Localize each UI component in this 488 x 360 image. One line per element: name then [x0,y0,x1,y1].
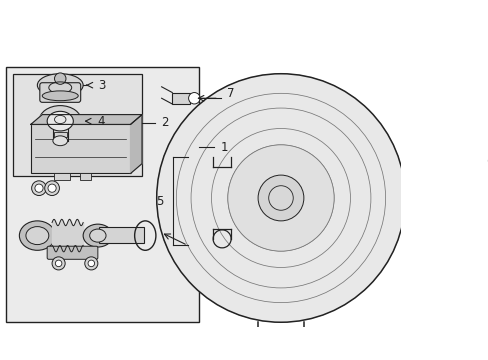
Polygon shape [130,114,142,174]
Ellipse shape [156,74,405,322]
Ellipse shape [88,260,94,267]
Text: 1: 1 [220,141,227,154]
Ellipse shape [268,186,293,210]
Ellipse shape [89,229,106,242]
Text: 5: 5 [156,195,163,208]
Ellipse shape [460,193,473,206]
Bar [54,132,67,137]
Ellipse shape [53,136,67,146]
Text: 4: 4 [98,114,105,128]
Bar [99,228,144,243]
Ellipse shape [52,257,65,270]
Text: 3: 3 [98,79,105,92]
Ellipse shape [478,180,486,188]
FancyBboxPatch shape [40,83,81,102]
Bar [31,125,130,174]
Text: 7: 7 [226,87,234,100]
Text: 6: 6 [486,155,488,168]
Ellipse shape [39,105,81,137]
Polygon shape [31,114,142,125]
Ellipse shape [48,184,56,192]
Bar [13,74,142,176]
Bar [172,93,190,104]
Ellipse shape [37,74,83,96]
FancyBboxPatch shape [47,246,98,259]
Ellipse shape [35,184,43,192]
Bar [54,174,70,180]
Ellipse shape [55,73,66,84]
Ellipse shape [478,211,486,219]
Bar [80,174,91,180]
Bar [476,177,488,222]
Text: 2: 2 [162,116,169,129]
Ellipse shape [44,181,60,195]
Ellipse shape [55,260,62,267]
Ellipse shape [188,93,200,104]
Ellipse shape [227,145,333,251]
Ellipse shape [84,257,98,270]
Ellipse shape [26,226,49,244]
Ellipse shape [481,192,488,208]
Ellipse shape [20,221,55,250]
Bar [6,67,199,322]
Ellipse shape [83,224,112,247]
Ellipse shape [32,181,46,195]
Ellipse shape [47,111,73,131]
Ellipse shape [42,91,78,101]
Ellipse shape [258,175,303,221]
Ellipse shape [45,132,75,149]
